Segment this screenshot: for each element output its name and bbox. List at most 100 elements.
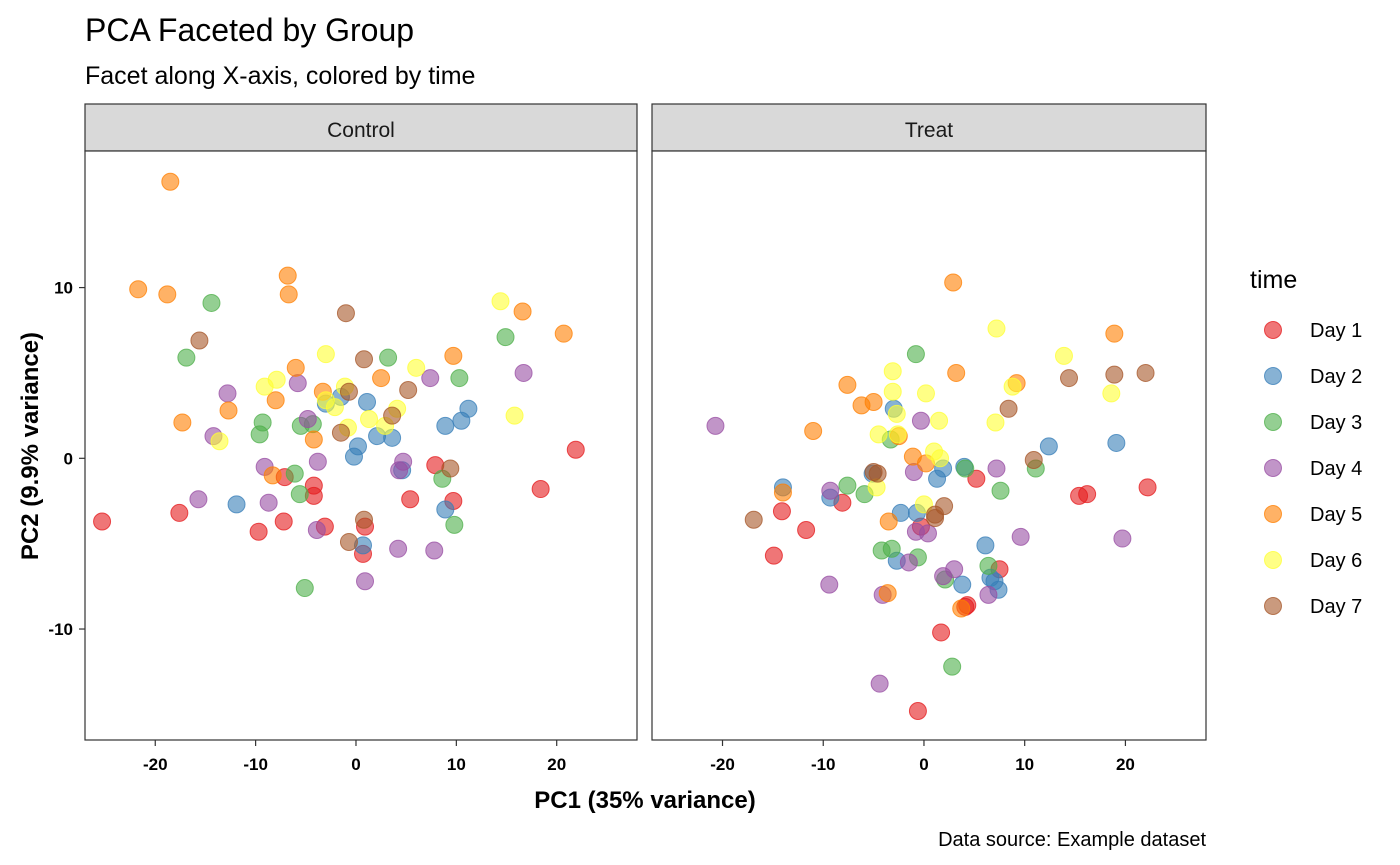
data-point: [838, 375, 857, 394]
data-point: [513, 302, 532, 321]
data-point: [531, 480, 550, 499]
data-point: [943, 657, 962, 676]
chart-subtitle: Facet along X-axis, colored by time: [85, 62, 475, 90]
chart-title: PCA Faceted by Group: [85, 12, 414, 48]
data-point: [355, 510, 374, 529]
legend: time Day 1 Day 2 Day 3 Day 4 Day 5 Day 6 Day 7: [1250, 266, 1362, 618]
data-point: [173, 413, 192, 432]
data-point: [887, 404, 906, 423]
data-point: [331, 423, 350, 442]
data-point: [908, 701, 927, 720]
facet-panels: Control -20 -10 0 10 20 -10 0 10 Treat -20 -10 0 10 20: [48, 103, 1207, 774]
data-point: [288, 374, 307, 393]
y-axis-label: PC2 (9.9% variance): [17, 332, 44, 560]
x-tick-label: 20: [547, 755, 566, 774]
data-point: [1138, 478, 1157, 497]
legend-item-label: Day 5: [1310, 504, 1362, 526]
data-point: [772, 502, 791, 521]
data-point: [1107, 433, 1126, 452]
data-point: [307, 521, 326, 540]
facet-strip-label: Control: [327, 119, 395, 142]
data-point: [1113, 529, 1132, 548]
data-point: [883, 362, 902, 381]
data-point: [979, 585, 998, 604]
data-point: [339, 382, 358, 401]
data-point: [129, 280, 148, 299]
x-tick-label: -10: [811, 755, 836, 774]
data-point: [952, 599, 971, 618]
data-point: [360, 410, 379, 429]
data-point: [450, 369, 469, 388]
data-point: [266, 391, 285, 410]
data-point: [496, 328, 515, 347]
data-point: [947, 363, 966, 382]
data-point: [987, 319, 1006, 338]
data-point: [979, 556, 998, 575]
data-point: [358, 392, 377, 411]
data-point: [916, 384, 935, 403]
data-point: [436, 500, 455, 519]
data-point: [379, 348, 398, 367]
legend-item-label: Day 2: [1310, 366, 1362, 388]
legend-key: [1264, 505, 1282, 523]
data-point: [804, 421, 823, 440]
data-point: [202, 293, 221, 312]
data-point: [249, 522, 268, 541]
legend-item-label: Day 3: [1310, 412, 1362, 434]
legend-item-label: Day 1: [1310, 320, 1362, 342]
data-point: [1060, 369, 1079, 388]
data-point: [425, 541, 444, 560]
data-point: [764, 546, 783, 565]
y-tick-label: 10: [54, 279, 73, 298]
data-point: [177, 348, 196, 367]
data-point: [295, 579, 314, 598]
data-point: [1136, 363, 1155, 382]
data-point: [290, 485, 309, 504]
data-point: [821, 481, 840, 500]
data-point: [870, 674, 889, 693]
facet-panel-treat: Treat -20 -10 0 10 20: [651, 103, 1207, 774]
data-point: [986, 413, 1005, 432]
data-point: [987, 459, 1006, 478]
data-point: [956, 459, 975, 478]
data-point: [190, 331, 209, 350]
data-point: [158, 285, 177, 304]
data-point: [316, 345, 335, 364]
data-point: [308, 452, 327, 471]
data-point: [274, 512, 293, 531]
legend-item-label: Day 4: [1310, 458, 1362, 480]
data-point: [914, 495, 933, 514]
x-tick-label: 0: [919, 755, 928, 774]
data-point: [325, 398, 344, 417]
data-point: [888, 425, 907, 444]
legend-item-label: Day 6: [1310, 550, 1362, 572]
data-point: [878, 584, 897, 603]
data-point: [566, 440, 585, 459]
y-tick-label: -10: [48, 620, 73, 639]
data-point: [278, 266, 297, 285]
legend-key: [1264, 551, 1282, 569]
data-point: [911, 411, 930, 430]
data-point: [864, 392, 883, 411]
x-tick-label: -20: [710, 755, 735, 774]
data-point: [227, 495, 246, 514]
data-point: [976, 536, 995, 555]
data-point: [459, 399, 478, 418]
data-point: [932, 623, 951, 642]
data-point: [554, 324, 573, 343]
data-point: [356, 572, 375, 591]
data-point: [394, 452, 413, 471]
legend-item-label: Day 7: [1310, 596, 1362, 618]
data-point: [1003, 377, 1022, 396]
facet-strip-label: Treat: [905, 119, 953, 142]
legend-title: time: [1250, 266, 1297, 294]
data-point: [93, 512, 112, 531]
data-point: [953, 575, 972, 594]
data-point: [882, 539, 901, 558]
data-point: [336, 304, 355, 323]
data-point: [259, 493, 278, 512]
facet-panel-control: Control -20 -10 0 10 20 -10 0 10: [48, 103, 638, 774]
chart-caption: Data source: Example dataset: [938, 829, 1206, 851]
data-point: [218, 384, 237, 403]
